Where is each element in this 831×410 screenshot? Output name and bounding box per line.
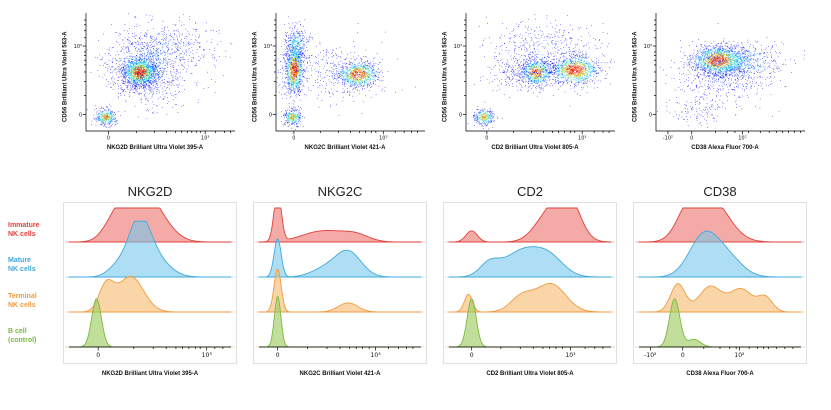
density-panel-cd2: CD56 Brilliant Ultra Violet 563-A CD2 Br…	[440, 10, 620, 151]
legend-b-cell-control: B cell (control)	[8, 327, 60, 345]
cd38-histograms	[633, 202, 807, 364]
legend-mature-nk-cells: Mature NK cells	[8, 256, 60, 274]
legend-label-line: Terminal	[8, 292, 37, 300]
legend-label-line: Immature	[8, 221, 40, 229]
legend-label-line: NK cells	[8, 266, 36, 274]
panel-title: NKG2D	[127, 184, 173, 199]
x-axis-label: CD38 Alexa Fluor 700-A	[686, 371, 754, 377]
histogram-panel-nkg2c: NKG2C NKG2C Brilliant Violet 421-A	[250, 184, 430, 377]
y-axis-label: CD56 Brilliant Ultra Violet 563-A	[442, 31, 449, 123]
legend-label-line: B cell	[8, 328, 27, 335]
legend-label-line: NK cells	[8, 301, 36, 309]
histogram-row: NKG2D NKG2D Brilliant Ultra Violet 395-A…	[60, 184, 810, 377]
density-panel-cd38: CD56 Brilliant Ultra Violet 563-A CD38 A…	[630, 10, 810, 151]
histogram-panel-cd38: CD38 CD38 Alexa Fluor 700-A	[630, 184, 810, 377]
x-axis-label: NKG2D Brilliant Ultra Violet 395-A	[106, 145, 204, 151]
x-axis-label: NKG2C Brilliant Violet 421-A	[299, 371, 381, 377]
x-axis-label: CD2 Brilliant Ultra Violet 805-A	[491, 145, 579, 151]
histogram-panel-nkg2d: NKG2D NKG2D Brilliant Ultra Violet 395-A	[60, 184, 240, 377]
density-panel-nkg2c: CD56 Brilliant Ultra Violet 563-A NKG2C …	[250, 10, 430, 151]
cd38-cd56-density-plot	[641, 10, 809, 144]
panel-title: NKG2C	[317, 184, 363, 199]
legend-label-line: (control)	[8, 337, 37, 345]
legend-label-line: NK cells	[8, 230, 36, 238]
panel-title: CD38	[703, 184, 737, 199]
y-axis-label: CD56 Brilliant Ultra Violet 563-A	[62, 31, 69, 123]
legend-label-line: Mature	[8, 257, 31, 264]
y-axis-label: CD56 Brilliant Ultra Violet 563-A	[252, 31, 259, 123]
nkg2d-histograms	[63, 202, 237, 364]
density-panel-nkg2d: CD56 Brilliant Ultra Violet 563-A NKG2D …	[60, 10, 240, 151]
histogram-panel-cd2: CD2 CD2 Brilliant Ultra Violet 805-A	[440, 184, 620, 377]
panel-title: CD2	[516, 184, 543, 199]
y-axis-label: CD56 Brilliant Ultra Violet 563-A	[632, 31, 639, 123]
legend-terminal-nk-cells: Terminal NK cells	[8, 292, 60, 310]
x-axis-label: CD38 Alexa Fluor 700-A	[691, 145, 759, 151]
legend-immature-nk-cells: Immature NK cells	[8, 221, 60, 239]
cd2-histograms	[443, 202, 617, 364]
x-axis-label: NKG2C Brilliant Violet 421-A	[304, 145, 386, 151]
nkg2d-cd56-density-plot	[71, 10, 239, 144]
nkg2c-histograms	[253, 202, 427, 364]
x-axis-label: NKG2D Brilliant Ultra Violet 395-A	[101, 371, 199, 377]
x-axis-label: CD2 Brilliant Ultra Violet 805-A	[486, 371, 574, 377]
density-plot-row: CD56 Brilliant Ultra Violet 563-A NKG2D …	[60, 10, 810, 151]
nkg2c-cd56-density-plot	[261, 10, 429, 144]
cd2-cd56-density-plot	[451, 10, 619, 144]
